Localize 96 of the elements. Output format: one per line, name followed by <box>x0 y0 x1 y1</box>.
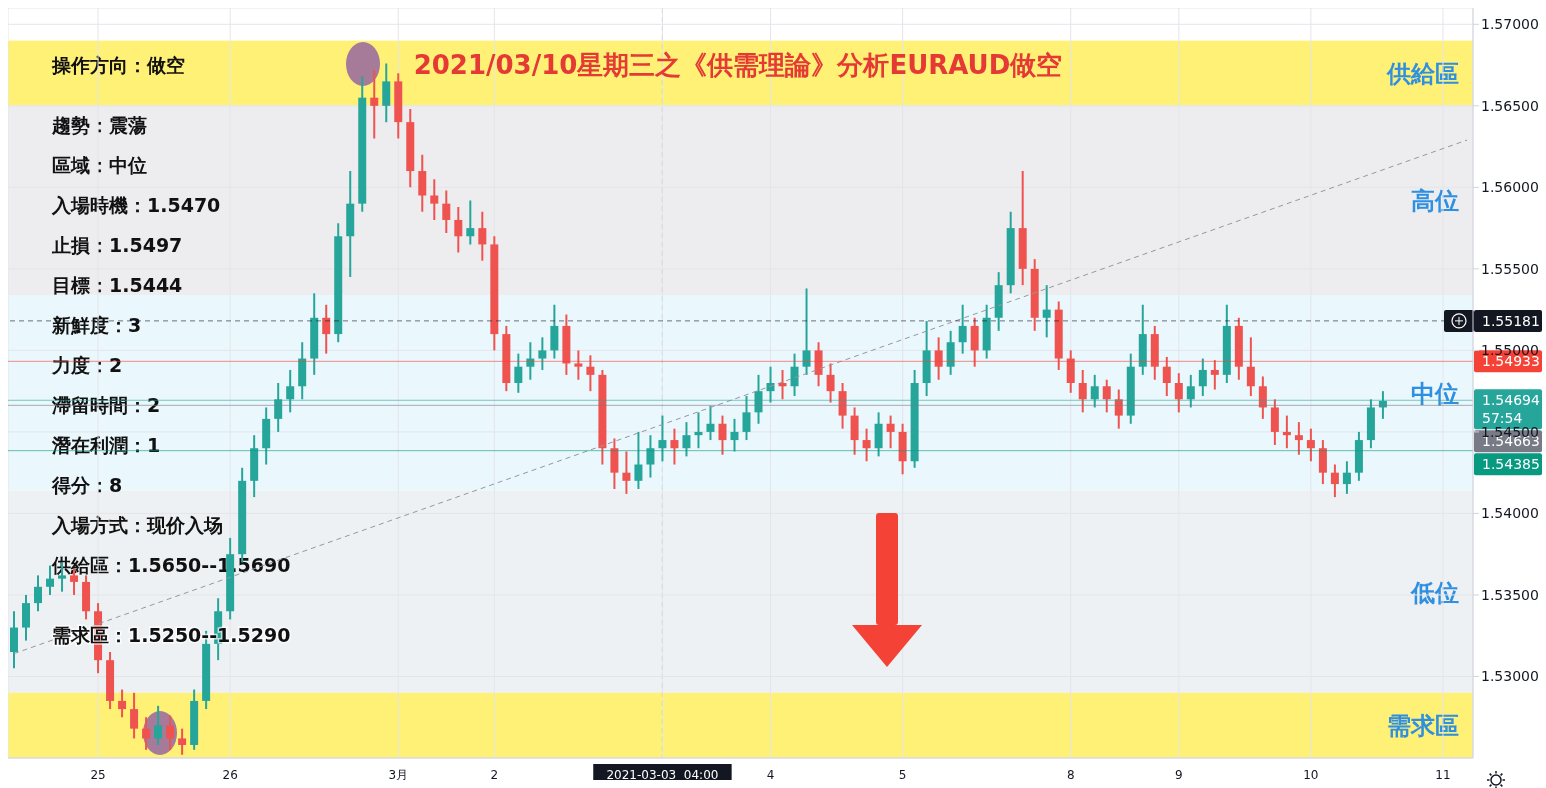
annotation: 操作方向：做空 <box>51 54 185 76</box>
candlestick <box>1258 375 1267 420</box>
annotation: 潛在利潤：1 <box>51 434 161 456</box>
band-label: 需求區 <box>1387 712 1459 741</box>
candlestick <box>790 352 799 398</box>
x-tick-label: 10 <box>1303 768 1319 782</box>
annotation: 入場時機：1.5470 <box>51 194 221 216</box>
candlestick <box>430 178 439 221</box>
candlestick <box>658 414 667 463</box>
candlestick <box>370 68 379 140</box>
band-label: 低位 <box>1410 578 1459 607</box>
candlestick <box>538 336 547 371</box>
x-tick-label: 5 <box>898 768 907 782</box>
x-tick-label: 8 <box>1066 768 1075 782</box>
candlestick <box>1210 359 1219 391</box>
candlestick <box>622 450 631 495</box>
band-label: 高位 <box>1411 187 1459 216</box>
candlestick <box>646 434 655 479</box>
candlestick <box>454 205 463 254</box>
candlestick <box>1198 357 1207 398</box>
x-tick-label: 26 <box>222 768 238 782</box>
candlestick <box>958 303 967 355</box>
candlestick <box>682 421 691 458</box>
candlestick <box>1114 388 1123 430</box>
candlestick <box>142 716 151 751</box>
candlestick <box>886 414 895 450</box>
candlestick <box>862 427 871 463</box>
ref-line-label: 1.54385 <box>1482 456 1540 473</box>
x-tick-label: 3月 <box>388 768 409 782</box>
candlestick <box>1078 368 1087 414</box>
candlestick <box>1090 373 1099 409</box>
candlestick <box>178 727 187 756</box>
candlestick <box>526 341 535 381</box>
candlestick <box>826 362 835 404</box>
annotation: 滯留時間：2 <box>51 394 161 416</box>
candlestick <box>730 417 739 453</box>
ref-line-label: 1.55181 <box>1482 312 1540 329</box>
candlestick <box>1042 284 1051 339</box>
annotation: 趨勢：震蕩 <box>51 114 147 136</box>
x-tick-label: 9 <box>1174 768 1183 782</box>
candlestick <box>154 704 163 746</box>
band-label: 中位 <box>1411 379 1459 408</box>
y-tick-label: 1.53500 <box>1481 586 1539 603</box>
candlestick <box>574 349 583 381</box>
candlestick <box>706 404 715 442</box>
y-tick-label: 1.56000 <box>1481 179 1539 196</box>
y-tick-label: 1.56500 <box>1481 97 1539 114</box>
candlestick <box>742 395 751 442</box>
band-label: 供給區 <box>1386 60 1459 89</box>
annotation: 得分：8 <box>51 474 123 496</box>
candlestick <box>1330 463 1339 499</box>
candlestick <box>466 199 475 246</box>
candlestick <box>130 691 139 740</box>
x-tick-label: 2 <box>490 768 499 782</box>
candlestick <box>118 688 127 719</box>
candlestick <box>1282 414 1291 450</box>
x-tick-label: 25 <box>90 768 106 782</box>
candlestick <box>1294 421 1303 456</box>
candlestick <box>286 368 295 414</box>
y-tick-label: 1.55500 <box>1481 260 1539 277</box>
candlestick <box>718 414 727 456</box>
annotation: 目標：1.5444 <box>52 274 183 296</box>
y-tick-label: 1.54000 <box>1481 505 1539 522</box>
candlestick <box>634 430 643 490</box>
candlestick <box>478 210 487 262</box>
candlestick <box>1246 336 1255 398</box>
candlestick <box>934 336 943 381</box>
x-tick-label: 2021-03-03 04:00 <box>606 768 719 782</box>
candlestick <box>586 354 595 393</box>
candlestick <box>274 382 283 433</box>
annotation: 入場方式：现价入场 <box>51 514 223 536</box>
candlestick <box>1162 355 1171 398</box>
ref-line-label: 1.54694 57:54 <box>1482 392 1540 427</box>
candlestick <box>514 352 523 394</box>
candlestick <box>166 714 175 751</box>
candlestick <box>442 189 451 234</box>
y-tick-label: 1.53000 <box>1481 668 1539 685</box>
candlestick <box>1102 378 1111 414</box>
candlestick <box>694 411 703 450</box>
annotation: 力度：2 <box>51 354 123 376</box>
candlestick <box>1174 372 1183 414</box>
candlestick <box>1342 460 1351 495</box>
candlestick <box>34 574 43 613</box>
candlestick <box>802 287 811 376</box>
annotation: 區域：中位 <box>52 154 147 176</box>
annotation: 新鮮度：3 <box>51 314 142 336</box>
annotation: 止損：1.5497 <box>51 234 183 256</box>
candlestick <box>1186 373 1195 409</box>
y-tick-label: 1.57000 <box>1481 16 1539 33</box>
candlestick <box>1378 390 1387 420</box>
candlestick <box>1306 427 1315 463</box>
x-tick-label: 11 <box>1435 768 1451 782</box>
candlestick <box>670 427 679 466</box>
x-tick-label: 4 <box>766 768 775 782</box>
candlestick <box>322 303 331 355</box>
candlestick <box>754 373 763 425</box>
